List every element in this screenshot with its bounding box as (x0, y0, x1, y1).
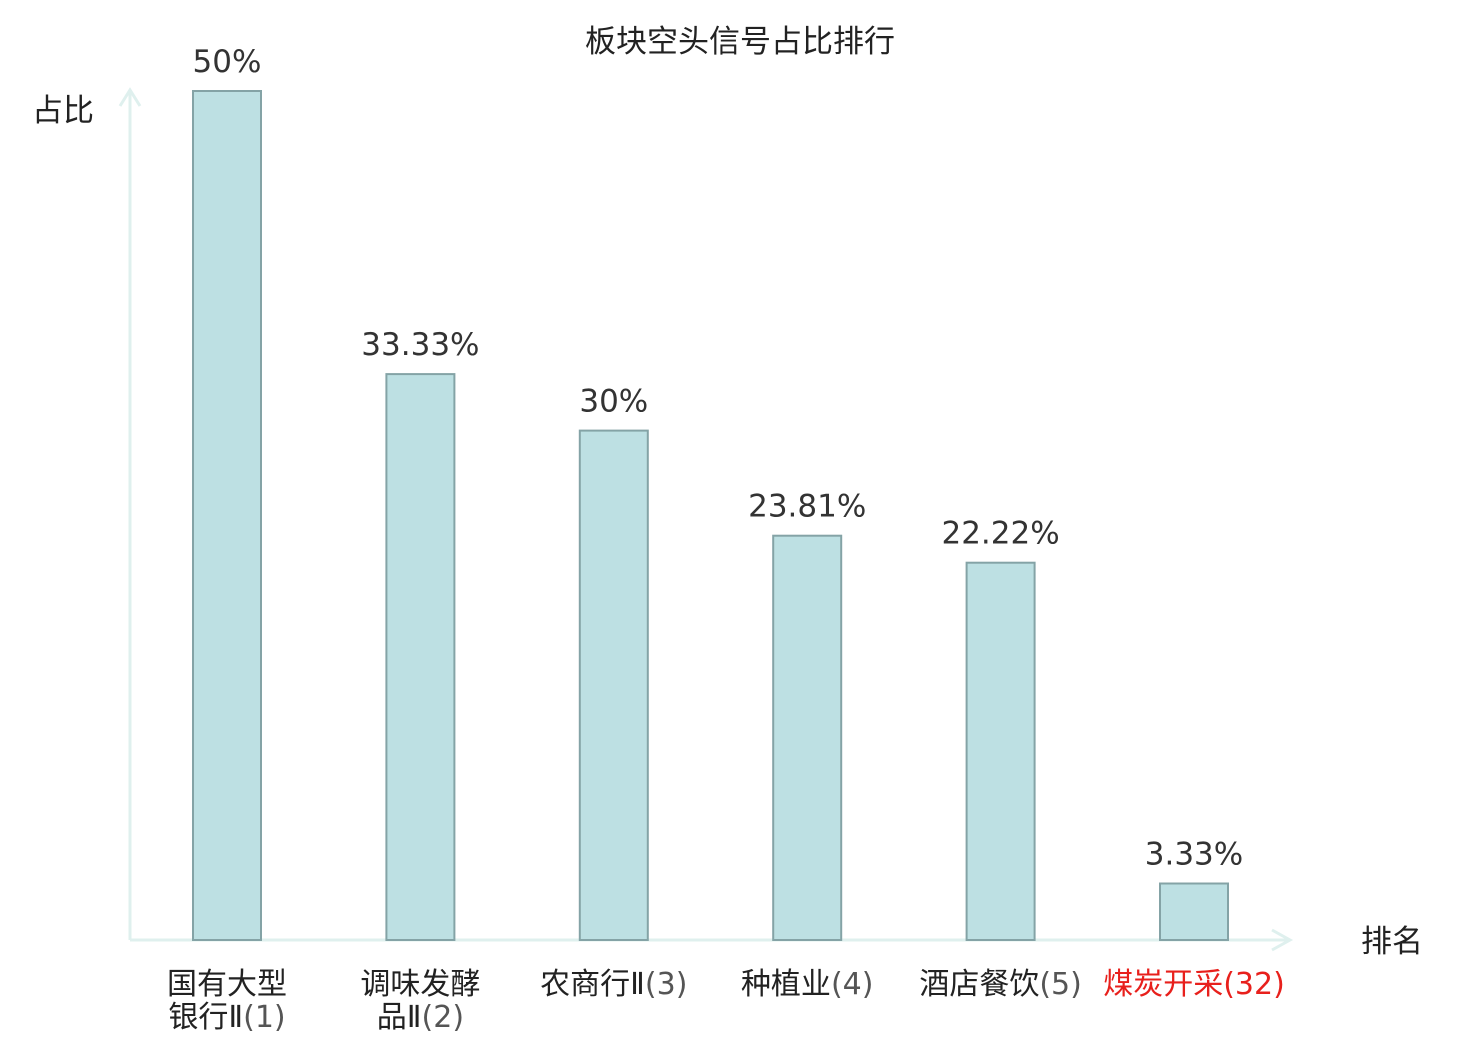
y-axis-arrowhead (118, 87, 142, 107)
bar-value-label: 33.33% (361, 327, 479, 363)
bar-value-label: 50% (193, 44, 262, 80)
bars (192, 90, 1229, 942)
category-tick-label: 酒店餐饮(5) (919, 967, 1082, 1002)
y-axis-label: 占比 (32, 93, 94, 129)
bar-value-label: 22.22% (941, 516, 1059, 552)
category-name: 调味发酵 (360, 967, 480, 1002)
bar-value-label: 3.33% (1145, 837, 1243, 873)
bar (578, 429, 649, 941)
axes (118, 87, 1294, 952)
category-tick-label: 种植业(4) (741, 967, 874, 1002)
category-tick-label: 品Ⅱ(2) (377, 1000, 464, 1035)
bar-value-label: 30% (579, 384, 648, 420)
bar-value-label: 23.81% (748, 489, 866, 525)
category-tick-label: 调味发酵 (360, 967, 480, 1002)
category-rank: (2) (422, 1000, 465, 1035)
category-tick-label: 煤炭开采(32) (1103, 967, 1285, 1002)
x-axis-arrowhead (1271, 928, 1294, 952)
bar (772, 534, 843, 941)
category-tick-label: 农商行Ⅱ(3) (540, 967, 687, 1002)
category-name: 农商行Ⅱ (540, 967, 645, 1002)
category-rank: (5) (1039, 967, 1082, 1002)
bar (192, 90, 262, 941)
category-name: 种植业 (741, 967, 831, 1002)
x-axis-label: 排名 (1361, 924, 1423, 960)
category-tick-label: 银行Ⅱ(1) (168, 1000, 285, 1035)
category-name: 煤炭开采 (1103, 967, 1223, 1002)
category-tick-label: 国有大型 (167, 967, 287, 1002)
chart-title: 板块空头信号占比排行 (585, 24, 895, 60)
category-name: 银行Ⅱ (168, 1000, 243, 1035)
category-name: 品Ⅱ (377, 1000, 422, 1035)
category-name: 酒店餐饮 (919, 967, 1039, 1002)
bar (1159, 882, 1229, 941)
category-rank: (3) (645, 967, 688, 1002)
category-rank: (1) (243, 1000, 286, 1035)
category-rank: (32) (1223, 967, 1285, 1002)
bar (965, 561, 1036, 941)
category-name: 国有大型 (167, 967, 287, 1002)
category-rank: (4) (831, 967, 874, 1002)
value-labels: 50% 33.33% 30% 23.81% 22.22% 3.33% (193, 44, 1244, 873)
bar (385, 373, 456, 942)
